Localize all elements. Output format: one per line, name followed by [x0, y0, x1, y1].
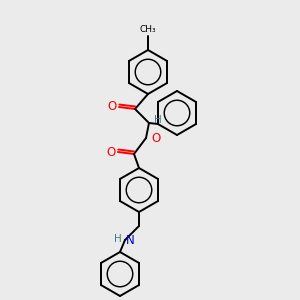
Text: CH₃: CH₃ — [140, 25, 156, 34]
Text: O: O — [108, 100, 117, 113]
Text: H: H — [114, 234, 122, 244]
Text: H: H — [154, 115, 162, 125]
Text: N: N — [126, 235, 135, 248]
Text: O: O — [151, 133, 160, 146]
Text: O: O — [107, 146, 116, 158]
